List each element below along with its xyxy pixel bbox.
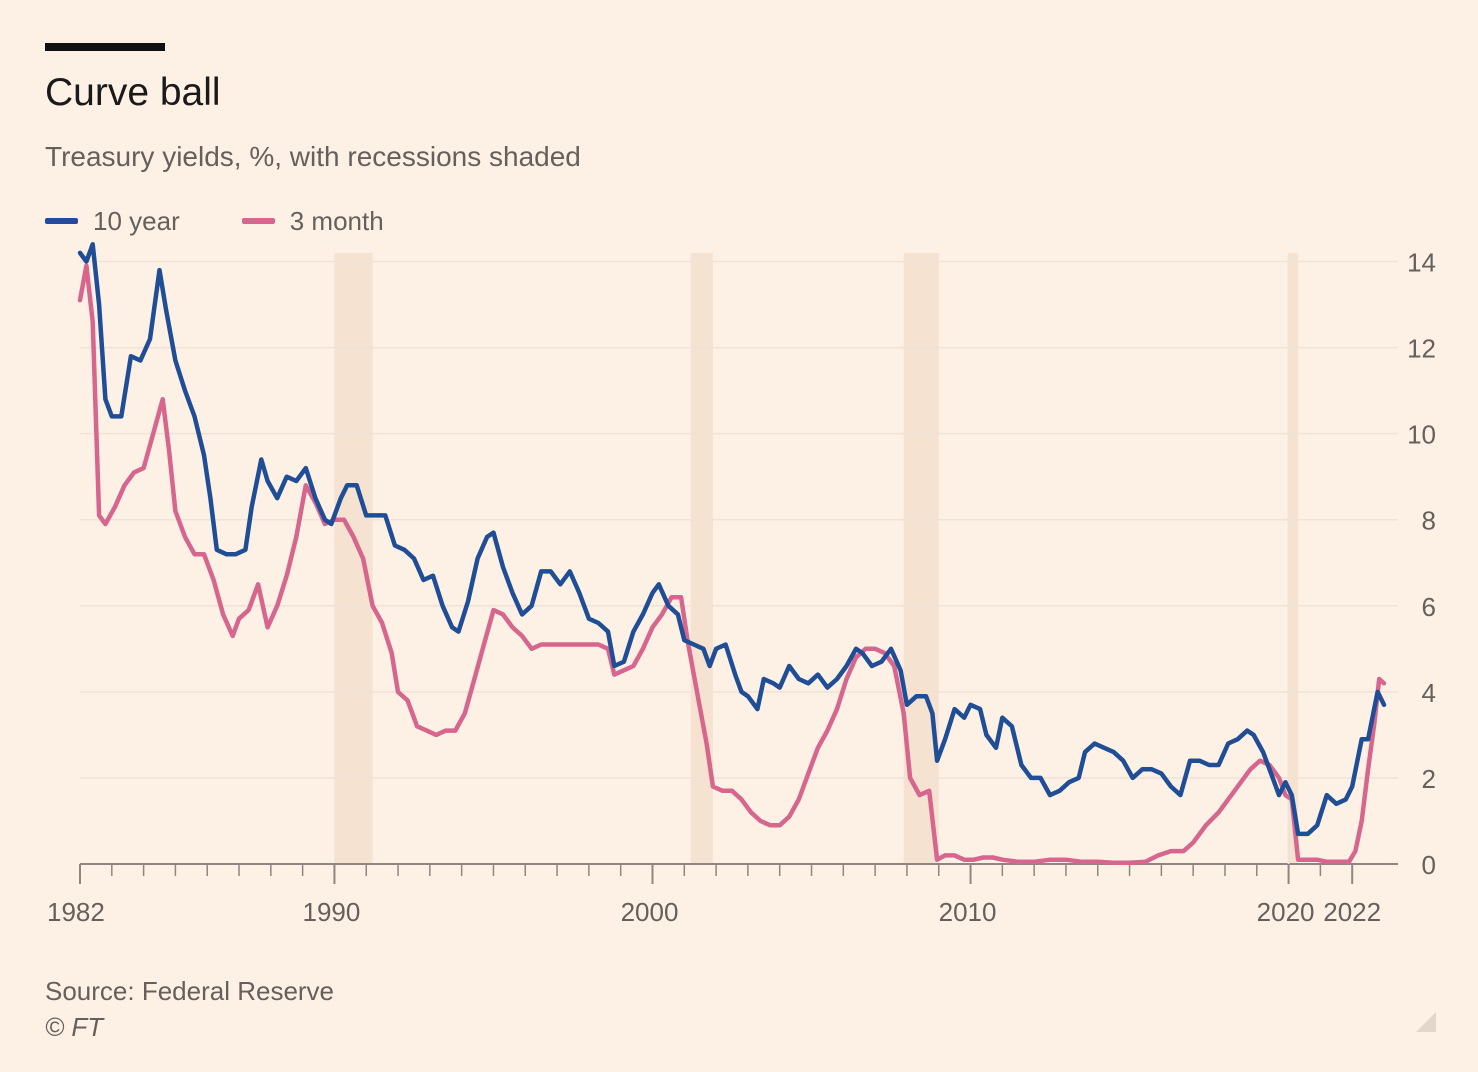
y-tick-label: 10 — [1407, 420, 1436, 450]
chart-subtitle: Treasury yields, %, with recessions shad… — [45, 141, 581, 172]
y-tick-label: 12 — [1407, 334, 1436, 364]
series-lines — [77, 242, 1387, 865]
y-tick-label: 6 — [1422, 592, 1436, 622]
x-tick-label-2022: 2022 — [1323, 897, 1381, 927]
recession-band-1 — [690, 253, 713, 864]
x-tick-label-1990: 1990 — [303, 897, 361, 927]
series-line-3-month — [77, 263, 1387, 865]
y-tick-label: 0 — [1422, 850, 1436, 880]
title-accent-bar — [45, 43, 165, 51]
y-tick-label: 4 — [1422, 678, 1436, 708]
legend-label-10-year: 10 year — [93, 205, 180, 236]
x-tick-label-1982: 1982 — [47, 897, 105, 927]
recession-shading — [334, 253, 1299, 864]
y-axis-labels: 0 2 4 6 8 10 12 14 — [1407, 248, 1436, 880]
legend: 10 year 3 month — [45, 204, 446, 238]
y-tick-label: 8 — [1422, 506, 1436, 536]
recession-band-3 — [1288, 253, 1299, 864]
chart-title: Curve ball — [45, 71, 221, 114]
credit-note: © FT — [45, 1012, 104, 1042]
source-note: Source: Federal Reserve — [45, 976, 335, 1006]
legend-label-3-month: 3 month — [289, 205, 384, 236]
legend-item-3-month: 3 month — [241, 205, 384, 237]
legend-swatch-3-month — [241, 218, 275, 224]
legend-swatch-10-year — [45, 218, 78, 224]
y-tick-label: 14 — [1407, 248, 1436, 278]
x-tick-label-2010: 2010 — [939, 897, 997, 927]
series-line-10-year — [77, 242, 1387, 837]
legend-item-10-year: 10 year — [45, 206, 180, 237]
x-tick-label-2000: 2000 — [621, 897, 679, 927]
x-tick-label-2020: 2020 — [1257, 897, 1315, 927]
y-tick-label: 2 — [1422, 764, 1436, 794]
recession-band-0 — [334, 253, 373, 864]
x-axis-labels: 1982 1990 2000 2010 2020 2022 — [47, 897, 1381, 927]
resize-corner-icon[interactable] — [1416, 1012, 1436, 1032]
x-axis — [79, 255, 1398, 884]
gridlines — [80, 260, 1398, 779]
